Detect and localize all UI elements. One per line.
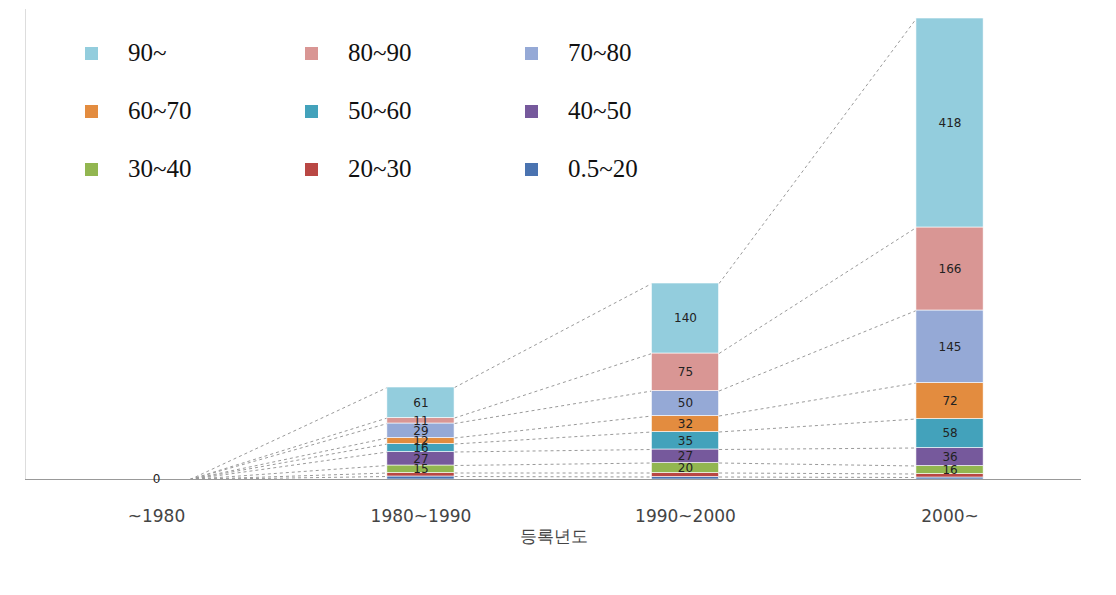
svg-text:58: 58 <box>942 426 957 440</box>
svg-text:11: 11 <box>413 414 428 428</box>
svg-text:32: 32 <box>678 417 693 431</box>
svg-text:12: 12 <box>413 433 429 448</box>
svg-text:0: 0 <box>153 472 161 486</box>
svg-text:35: 35 <box>678 434 693 448</box>
svg-text:2000~: 2000~ <box>921 506 979 526</box>
html-text:80~90: 80~90 <box>348 39 412 66</box>
svg-text:36: 36 <box>942 450 957 464</box>
html-text:90~: 90~ <box>128 39 167 66</box>
svg-text:75: 75 <box>678 365 693 379</box>
html-text:60~70: 60~70 <box>128 97 192 124</box>
svg-text:등록년도: 등록년도 <box>520 526 588 546</box>
html-text:20~30: 20~30 <box>348 155 412 182</box>
svg-text:27: 27 <box>413 451 429 466</box>
svg-text:20: 20 <box>677 460 694 475</box>
html-text:30~40: 30~40 <box>128 155 192 182</box>
svg-text:16: 16 <box>942 463 957 477</box>
svg-text:27: 27 <box>678 449 693 463</box>
html-text:40~50: 40~50 <box>568 97 632 124</box>
svg-text:72: 72 <box>942 394 957 408</box>
html-text:50~60: 50~60 <box>348 97 412 124</box>
svg-text:145: 145 <box>939 340 962 354</box>
svg-text:15: 15 <box>413 462 429 477</box>
svg-text:1990~2000: 1990~2000 <box>635 506 736 526</box>
svg-text:50: 50 <box>678 396 693 410</box>
svg-text:~1980: ~1980 <box>128 506 186 526</box>
svg-text:140: 140 <box>674 311 697 325</box>
svg-text:1980~1990: 1980~1990 <box>371 506 472 526</box>
svg-text:61: 61 <box>413 396 428 410</box>
svg-text:29: 29 <box>413 423 429 438</box>
html-text:70~80: 70~80 <box>568 39 632 66</box>
svg-text:166: 166 <box>939 262 962 276</box>
html-text:0.5~20: 0.5~20 <box>568 155 638 182</box>
svg-text:418: 418 <box>939 116 962 130</box>
